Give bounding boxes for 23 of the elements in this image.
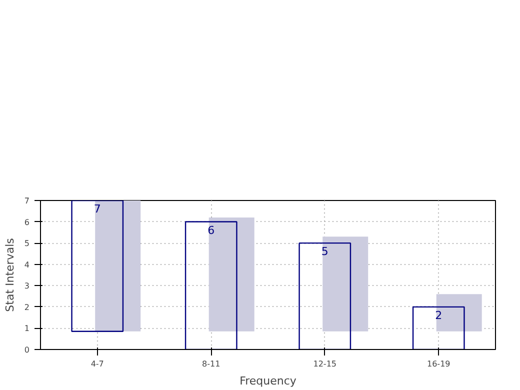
data-label: 5	[321, 245, 328, 258]
x-tick-label: 16-19	[427, 360, 450, 368]
x-axis-title: Frequency	[240, 374, 297, 388]
y-tick-label: 7	[24, 196, 30, 206]
y-tick-label: 4	[24, 260, 30, 270]
y-tick-label: 2	[24, 302, 30, 312]
bar	[71, 200, 124, 332]
y-tick-label: 3	[24, 282, 30, 291]
data-label: 6	[208, 224, 215, 237]
data-label: 7	[94, 202, 101, 216]
data-label: 2	[435, 308, 442, 322]
x-tick-label: 12-15	[313, 360, 336, 368]
x-tick-label: 4-7	[90, 360, 104, 368]
bar	[208, 218, 254, 332]
y-tick-label: 1	[24, 324, 30, 334]
y-tick-label: 6	[24, 218, 30, 227]
y-axis-title: Stat Intervals	[3, 238, 16, 312]
bar	[322, 236, 368, 332]
x-tick-label: 8-11	[202, 360, 220, 368]
bar	[436, 294, 482, 332]
y-tick-label: 5	[24, 239, 30, 248]
bar	[95, 200, 141, 332]
y-tick-label: 0	[24, 346, 30, 354]
